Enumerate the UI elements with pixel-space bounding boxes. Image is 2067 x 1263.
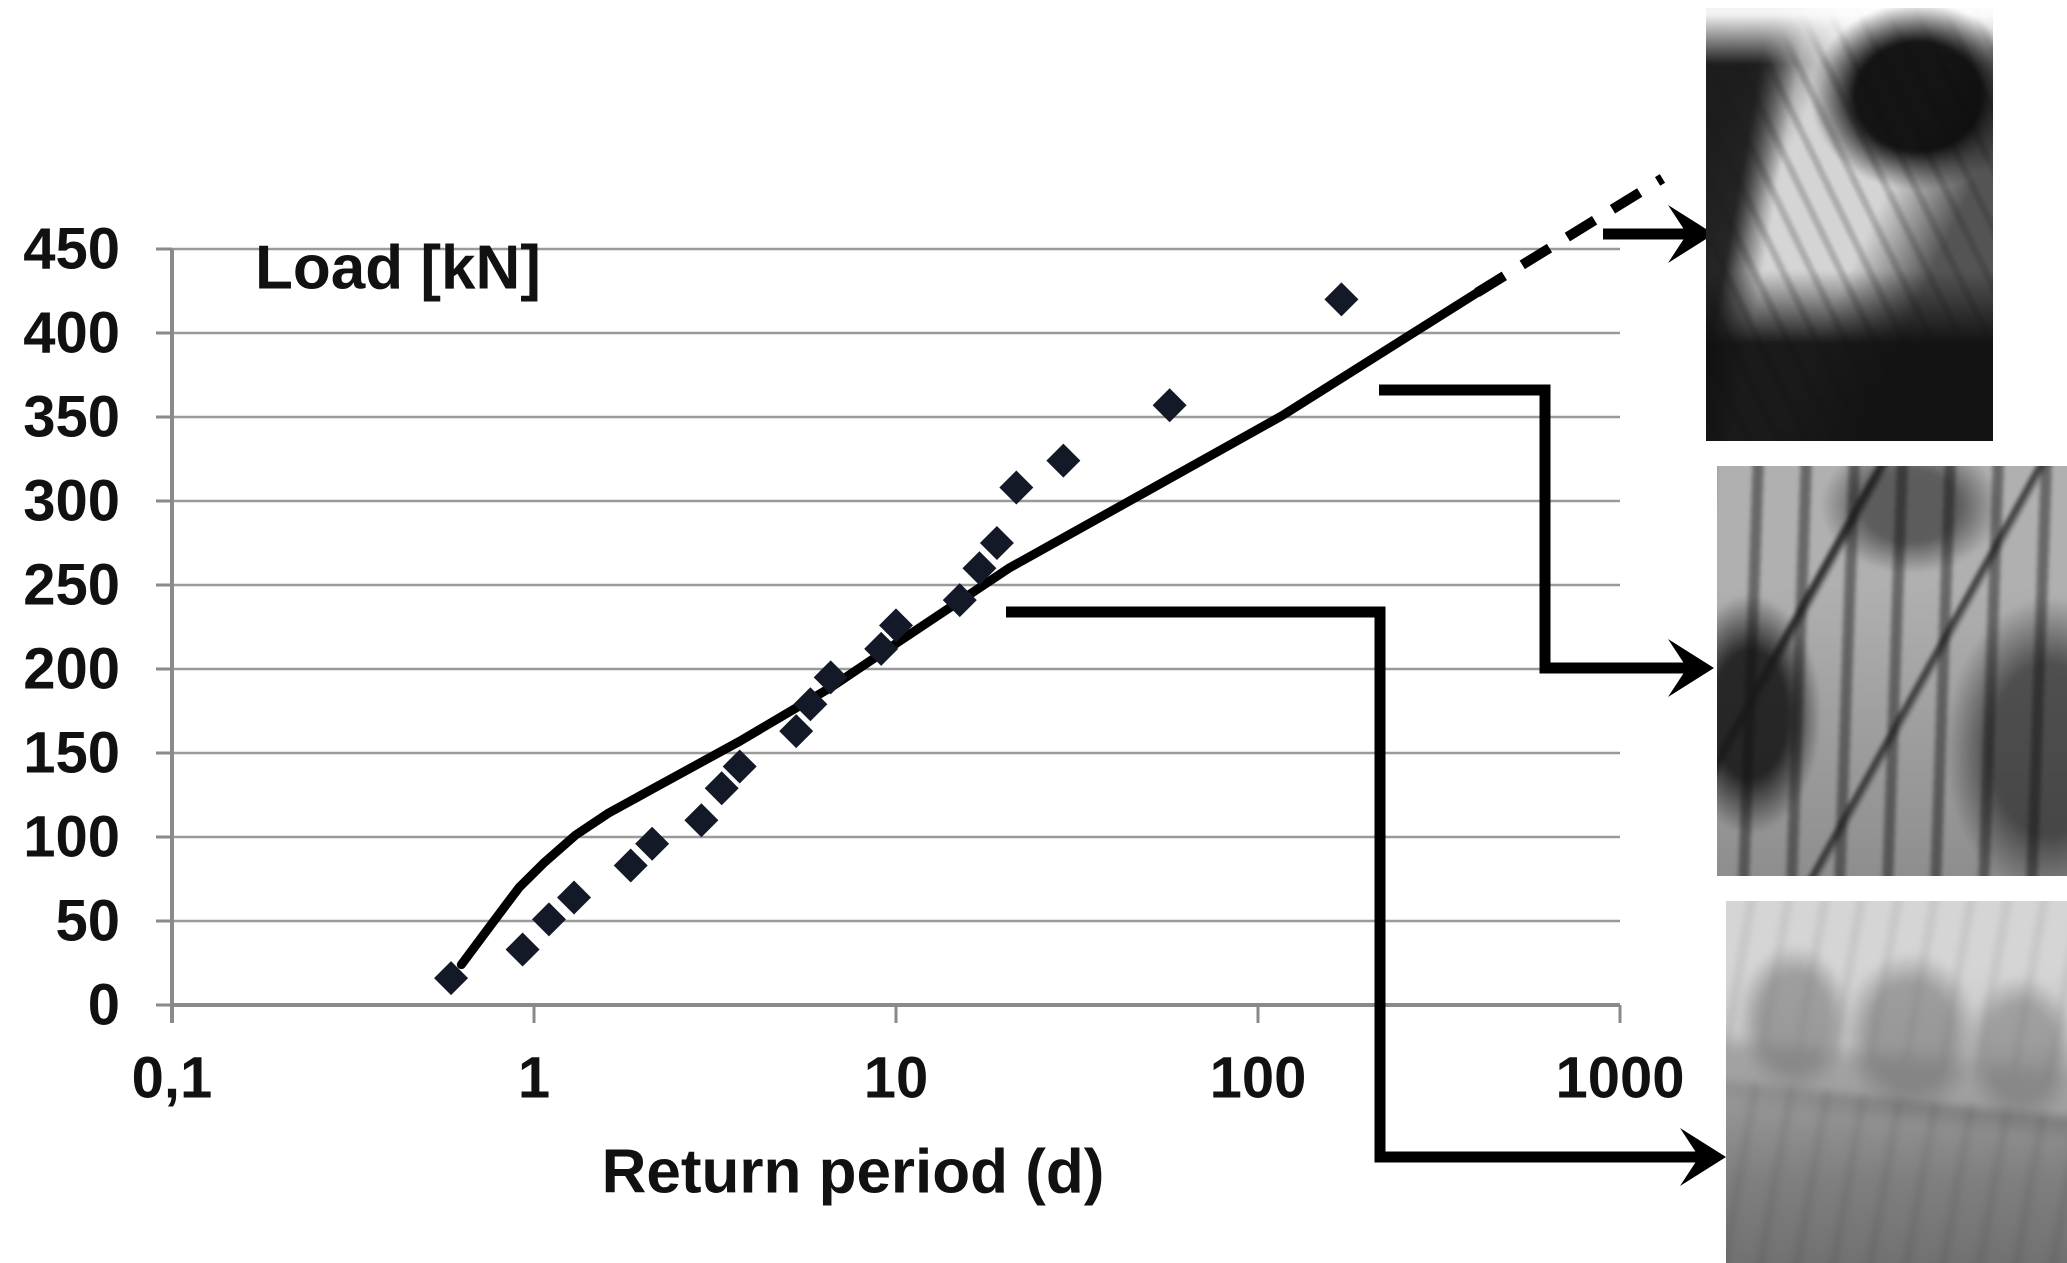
x-tick-label-1000: 1000 xyxy=(1555,1046,1684,1111)
data-point-diamond xyxy=(1324,282,1359,317)
data-point-diamond xyxy=(879,608,913,643)
y-gridlines xyxy=(156,247,1622,1023)
data-point-diamond xyxy=(1152,388,1187,423)
data-point-diamond xyxy=(557,880,592,915)
y-tick-label-400: 400 xyxy=(23,301,120,366)
data-point-diamond xyxy=(779,714,814,749)
data-point-diamond xyxy=(979,526,1014,560)
data-point-diamond xyxy=(942,583,977,618)
data-point-diamond xyxy=(813,660,848,695)
data-point-diamond xyxy=(704,771,739,806)
y-tick-label-100: 100 xyxy=(23,805,120,870)
connector-to-bottom-image xyxy=(1006,606,1706,1163)
y-tick-label-450: 450 xyxy=(23,217,120,282)
y-tick-label-250: 250 xyxy=(23,553,120,618)
arrow-to-top-image-arrowhead-icon xyxy=(1668,205,1714,263)
y-axis-title: Load [kN] xyxy=(255,234,541,303)
tick-labels: 0 50 100 150 200 250 300 350 400 450 0,1 1 10 100 1000 xyxy=(23,217,1684,1111)
y-tick-label-50: 50 xyxy=(55,889,120,954)
x-tick-label-1: 1 xyxy=(518,1046,550,1111)
connector-to-middle-image xyxy=(1379,384,1694,674)
connector-to-bottom-image-arrowhead-icon xyxy=(1680,1128,1726,1186)
photo-connectors xyxy=(1006,205,1726,1186)
photo-bottom-image-content xyxy=(1726,901,2067,1263)
photo-top-image-content xyxy=(1706,8,1993,441)
x-tick-label-10: 10 xyxy=(864,1046,929,1111)
photo-middle-hull-side-damage xyxy=(1717,466,2067,876)
data-point-diamond xyxy=(722,749,757,784)
data-point-diamond xyxy=(505,932,540,967)
data-point-diamond xyxy=(434,961,469,996)
y-tick-label-350: 350 xyxy=(23,385,120,450)
data-point-diamond xyxy=(864,631,899,666)
y-tick-label-150: 150 xyxy=(23,721,120,786)
trend-line-dashed-extrapolation xyxy=(1474,174,1666,297)
data-point-diamond xyxy=(613,848,648,883)
y-tick-label-0: 0 xyxy=(88,973,120,1038)
connector-to-middle-image-arrowhead-icon xyxy=(1668,639,1714,697)
data-point-diamond xyxy=(962,551,997,586)
scatter-points xyxy=(434,282,1359,996)
trend-line-solid xyxy=(456,288,1482,970)
axis-titles: Load [kN] Return period (d) xyxy=(255,234,1104,1207)
data-point-diamond xyxy=(999,470,1034,505)
x-tick-label-0,1: 0,1 xyxy=(132,1046,213,1111)
photo-middle-image-content xyxy=(1717,466,2067,876)
photo-bottom-plating-dents xyxy=(1726,901,2067,1263)
data-point-diamond xyxy=(1046,443,1081,478)
data-point-diamond xyxy=(635,826,670,861)
photo-top-structural-damage xyxy=(1706,8,1993,441)
y-tick-label-200: 200 xyxy=(23,637,120,702)
data-point-diamond xyxy=(684,803,719,838)
data-point-diamond xyxy=(793,687,828,722)
x-axis-title: Return period (d) xyxy=(602,1138,1105,1207)
y-tick-label-300: 300 xyxy=(23,469,120,534)
data-point-diamond xyxy=(531,902,566,937)
x-tick-label-100: 100 xyxy=(1210,1046,1307,1111)
